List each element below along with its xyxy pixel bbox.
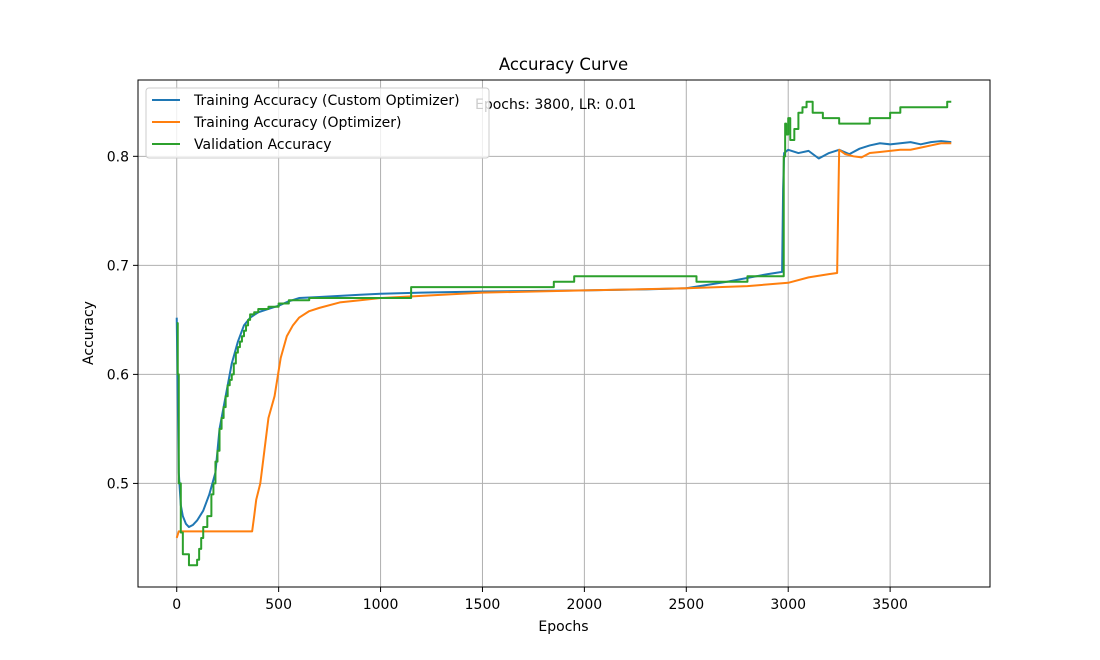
legend-entry-label: Validation Accuracy (194, 137, 332, 153)
x-tick-label: 2000 (567, 597, 603, 613)
annotation-text: Epochs: 3800, LR: 0.01 (475, 97, 636, 113)
x-axis-label: Epochs (538, 619, 588, 635)
x-tick-label: 2500 (668, 597, 704, 613)
x-tick-label: 1000 (363, 597, 399, 613)
chart-title: Accuracy Curve (499, 55, 628, 74)
legend: Training Accuracy (Custom Optimizer) Trai… (146, 88, 489, 158)
x-tick-label: 1500 (465, 597, 501, 613)
x-tick-label: 3500 (872, 597, 908, 613)
y-tick-label: 0.5 (107, 476, 129, 492)
y-axis-label: Accuracy (81, 301, 97, 365)
legend-entry-label: Training Accuracy (Custom Optimizer) (193, 93, 460, 109)
y-tick-label: 0.7 (107, 258, 129, 274)
x-tick-label: 3000 (770, 597, 806, 613)
x-tick-label: 0 (172, 597, 181, 613)
y-tick-label: 0.6 (107, 367, 129, 383)
x-tick-label: 500 (265, 597, 292, 613)
y-tick-label: 0.8 (107, 149, 129, 165)
legend-entry-label: Training Accuracy (Optimizer) (193, 115, 402, 131)
